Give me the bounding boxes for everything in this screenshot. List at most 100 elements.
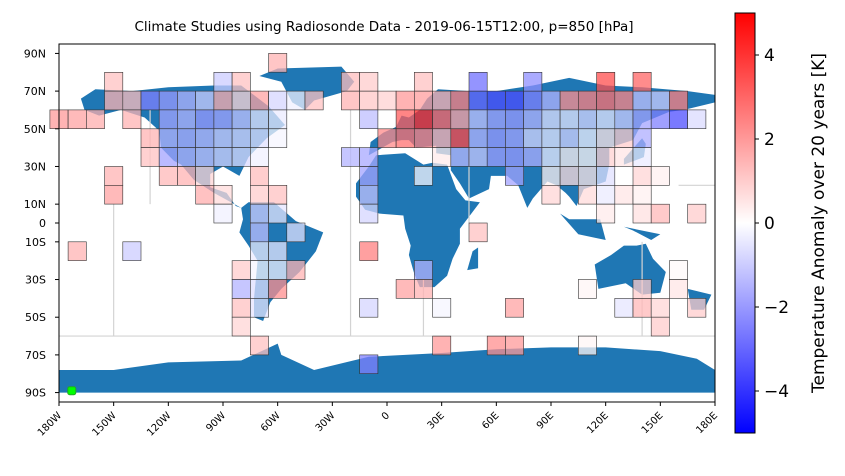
x-tick-label: 180W <box>36 410 64 438</box>
anomaly-cell <box>213 90 233 111</box>
anomaly-cell <box>377 90 397 111</box>
anomaly-cell <box>104 90 124 111</box>
anomaly-cell <box>158 128 178 148</box>
anomaly-cell <box>413 90 433 111</box>
anomaly-cell <box>614 185 634 205</box>
anomaly-cell <box>67 109 87 130</box>
anomaly-cell <box>486 335 506 356</box>
chart-title: Climate Studies using Radiosonde Data - … <box>134 19 633 35</box>
anomaly-cell <box>250 185 269 205</box>
anomaly-cell <box>614 298 634 318</box>
anomaly-cell <box>559 90 579 111</box>
x-tick-label: 30E <box>426 410 447 431</box>
anomaly-cell <box>377 128 397 148</box>
anomaly-cell <box>596 72 616 92</box>
anomaly-cell <box>650 203 670 224</box>
anomaly-cell <box>541 185 561 205</box>
anomaly-cell <box>432 147 452 167</box>
anomaly-cell <box>505 147 524 167</box>
y-tick-label: 90N <box>24 47 46 60</box>
anomaly-cell <box>632 279 652 299</box>
anomaly-cell <box>632 166 652 186</box>
anomaly-cell <box>359 185 379 205</box>
anomaly-cell <box>231 90 251 111</box>
anomaly-cell <box>596 128 616 148</box>
anomaly-cell <box>195 185 215 205</box>
colorbar-tick-label: −2 <box>764 298 789 318</box>
anomaly-cell <box>286 222 306 243</box>
anomaly-cell <box>195 166 215 186</box>
anomaly-cell <box>86 109 105 130</box>
x-tick-label: 0 <box>380 410 392 422</box>
marker-layer <box>67 386 77 396</box>
anomaly-cell <box>140 90 160 111</box>
anomaly-cell <box>195 128 215 148</box>
y-tick-label: 10N <box>24 198 46 211</box>
colorbar-tick-label: 2 <box>764 130 775 150</box>
x-tick-label: 120W <box>145 410 173 438</box>
anomaly-cell <box>450 90 470 111</box>
landmass <box>59 343 715 393</box>
anomaly-cell <box>359 147 379 167</box>
anomaly-cell <box>541 90 561 111</box>
anomaly-cell <box>468 109 488 130</box>
anomaly-cell <box>268 53 288 73</box>
anomaly-cell <box>632 185 652 205</box>
anomaly-cell <box>286 260 306 280</box>
anomaly-cell <box>177 90 196 111</box>
anomaly-cell <box>669 260 688 280</box>
anomaly-cell <box>559 166 579 186</box>
anomaly-cell <box>632 203 652 224</box>
anomaly-cell <box>177 128 196 148</box>
anomaly-cell <box>158 166 178 186</box>
colorbar: 4 2 0 −2 −4 Temperature Anomaly over 20 year… <box>734 12 829 434</box>
anomaly-cell <box>413 72 433 92</box>
anomaly-cell <box>213 72 233 92</box>
anomaly-cell <box>250 279 269 299</box>
anomaly-cell <box>486 147 506 167</box>
anomaly-cell <box>177 109 196 130</box>
anomaly-cell <box>559 109 579 130</box>
anomaly-cell <box>614 90 634 111</box>
anomaly-cell <box>195 147 215 167</box>
anomaly-cell <box>341 147 360 167</box>
anomaly-cell <box>559 147 579 167</box>
x-tick-label: 60E <box>480 410 501 431</box>
anomaly-cell <box>268 128 288 148</box>
anomaly-cell <box>231 128 251 148</box>
anomaly-cell <box>395 128 415 148</box>
colorbar-tick-label: 0 <box>764 214 775 234</box>
anomaly-cell <box>395 109 415 130</box>
anomaly-cell <box>632 90 652 111</box>
anomaly-cell <box>268 90 288 111</box>
anomaly-cell <box>140 128 160 148</box>
anomaly-cell <box>177 166 196 186</box>
anomaly-cell <box>596 109 616 130</box>
x-tick-label: 60W <box>259 410 283 434</box>
landmass <box>356 153 480 288</box>
anomaly-cell <box>413 166 433 186</box>
landmass <box>467 247 479 271</box>
anomaly-cell <box>250 166 269 186</box>
anomaly-cell <box>541 109 561 130</box>
anomaly-cell <box>104 166 124 186</box>
anomaly-cell <box>486 109 506 130</box>
anomaly-cell <box>250 109 269 130</box>
anomaly-cell <box>523 128 543 148</box>
anomaly-cell <box>432 335 452 356</box>
anomaly-cell <box>650 316 670 337</box>
colorbar-gradient <box>734 12 756 434</box>
anomaly-cell <box>195 90 215 111</box>
anomaly-cell <box>468 72 488 92</box>
colorbar-tick-label: 4 <box>764 46 775 66</box>
anomaly-cell <box>413 128 433 148</box>
anomaly-cell <box>596 166 616 186</box>
anomaly-cell <box>104 72 124 92</box>
y-tick-label: 50N <box>24 123 46 136</box>
x-tick-label: 150W <box>91 410 119 438</box>
anomaly-cell <box>541 166 561 186</box>
map-plot-area <box>49 43 716 403</box>
y-tick-label: 10S <box>25 236 46 249</box>
anomaly-cell <box>122 109 142 130</box>
anomaly-cell <box>250 222 269 243</box>
